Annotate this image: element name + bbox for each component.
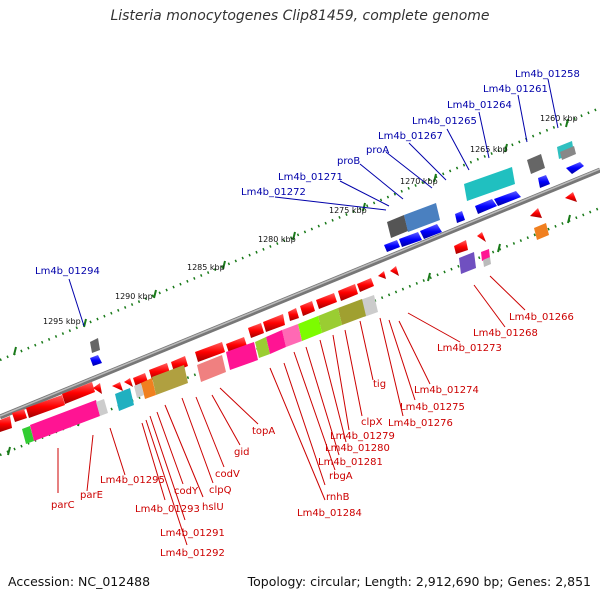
gene-label: Lm4b_01264 — [447, 100, 512, 111]
gene-label: clpQ — [209, 485, 232, 496]
genome-info-text: Topology: circular; Length: 2,912,690 bp… — [247, 574, 591, 589]
gene-label: rnhB — [326, 492, 350, 503]
gene-label: parE — [80, 490, 103, 501]
gene-label: clpX — [361, 417, 383, 428]
kbp-label: 1285 kbp — [187, 263, 225, 272]
gene-label: Lm4b_01291 — [160, 528, 225, 539]
gene-label: Lm4b_01267 — [378, 131, 443, 142]
leader-lines-blue — [68, 78, 559, 327]
gene-label: Lm4b_01265 — [412, 116, 477, 127]
gene-label: proB — [337, 156, 360, 167]
gene-label: Lm4b_01275 — [400, 402, 465, 413]
gene-label: hslU — [202, 502, 224, 513]
reverse-strand-genes — [0, 192, 577, 444]
gene-label: proA — [366, 145, 389, 156]
gene-label: gid — [234, 447, 249, 458]
kbp-scale: 1260 kbp 1265 kbp 1270 kbp 1275 kbp 1280… — [7, 114, 578, 456]
gene-label: Lm4b_01280 — [325, 443, 390, 454]
gene-label: Lm4b_01271 — [278, 172, 343, 183]
accession-text: Accession: NC_012488 — [8, 574, 151, 589]
kbp-label: 1290 kbp — [115, 292, 153, 301]
kbp-label: 1265 kbp — [470, 145, 508, 154]
gene-label: Lm4b_01268 — [473, 328, 538, 339]
ring-dotted-inner — [0, 206, 600, 457]
gene-label: Lm4b_01295 — [100, 475, 165, 486]
kbp-label: 1275 kbp — [329, 206, 367, 215]
gene-label: Lm4b_01276 — [388, 418, 453, 429]
kbp-label: 1280 kbp — [258, 235, 296, 244]
gene-label: parC — [51, 500, 75, 511]
gene-labels-red: Lm4b_01266 Lm4b_01268 Lm4b_01273 Lm4b_01… — [51, 312, 574, 559]
gene-label: Lm4b_01293 — [135, 504, 200, 515]
gene-label: Lm4b_01272 — [241, 187, 306, 198]
genome-backbone — [0, 167, 600, 420]
kbp-label: 1295 kbp — [43, 317, 81, 326]
gene-labels-blue: Lm4b_01258 Lm4b_01261 Lm4b_01264 Lm4b_01… — [35, 69, 580, 277]
genome-backbone-highlight — [0, 168, 600, 417]
gene-label: Lm4b_01273 — [437, 343, 502, 354]
gene-label: codV — [215, 469, 240, 480]
gene-label: Lm4b_01292 — [160, 548, 225, 559]
gene-label: Lm4b_01258 — [515, 69, 580, 80]
gene-label: Lm4b_01261 — [483, 84, 548, 95]
gene-label: topA — [252, 426, 275, 437]
gene-label: Lm4b_01279 — [330, 431, 395, 442]
leader-lines-red — [57, 275, 526, 546]
kbp-label: 1260 kbp — [540, 114, 578, 123]
gene-label: Lm4b_01281 — [318, 457, 383, 468]
gene-label: Lm4b_01274 — [414, 385, 479, 396]
gene-label: Lm4b_01266 — [509, 312, 574, 323]
diagram-title: Listeria monocytogenes Clip81459, comple… — [110, 8, 490, 24]
gene-label: Lm4b_01284 — [297, 508, 362, 519]
gene-label: Lm4b_01294 — [35, 266, 100, 277]
kbp-label: 1270 kbp — [400, 177, 438, 186]
gene-label: tig — [373, 379, 386, 390]
gene-label: codY — [174, 486, 199, 497]
forward-strand-genes — [90, 141, 584, 366]
gene-label: rbgA — [329, 471, 353, 482]
